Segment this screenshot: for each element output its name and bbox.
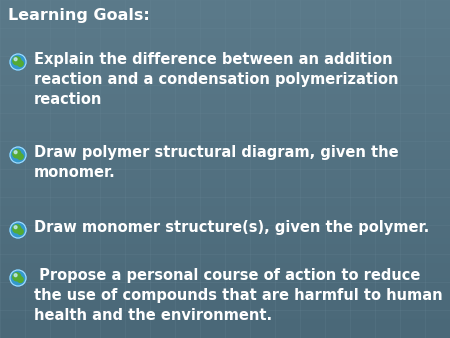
Circle shape [13,225,21,233]
Circle shape [14,226,17,228]
Circle shape [14,58,17,61]
Circle shape [10,147,26,163]
Circle shape [13,150,21,158]
Circle shape [14,151,17,154]
Circle shape [18,61,23,66]
Circle shape [13,273,21,281]
Circle shape [10,54,26,70]
Circle shape [13,57,21,65]
Circle shape [18,277,23,283]
Circle shape [18,154,23,160]
Text: Learning Goals:: Learning Goals: [8,8,150,23]
Text: Draw polymer structural diagram, given the
monomer.: Draw polymer structural diagram, given t… [34,145,399,180]
Text: Explain the difference between an addition
reaction and a condensation polymeriz: Explain the difference between an additi… [34,52,399,106]
Circle shape [18,229,23,234]
Circle shape [14,274,17,276]
Text: Draw monomer structure(s), given the polymer.: Draw monomer structure(s), given the pol… [34,220,429,235]
Circle shape [10,222,26,238]
Circle shape [10,270,26,286]
Text: Propose a personal course of action to reduce
the use of compounds that are harm: Propose a personal course of action to r… [34,268,443,322]
